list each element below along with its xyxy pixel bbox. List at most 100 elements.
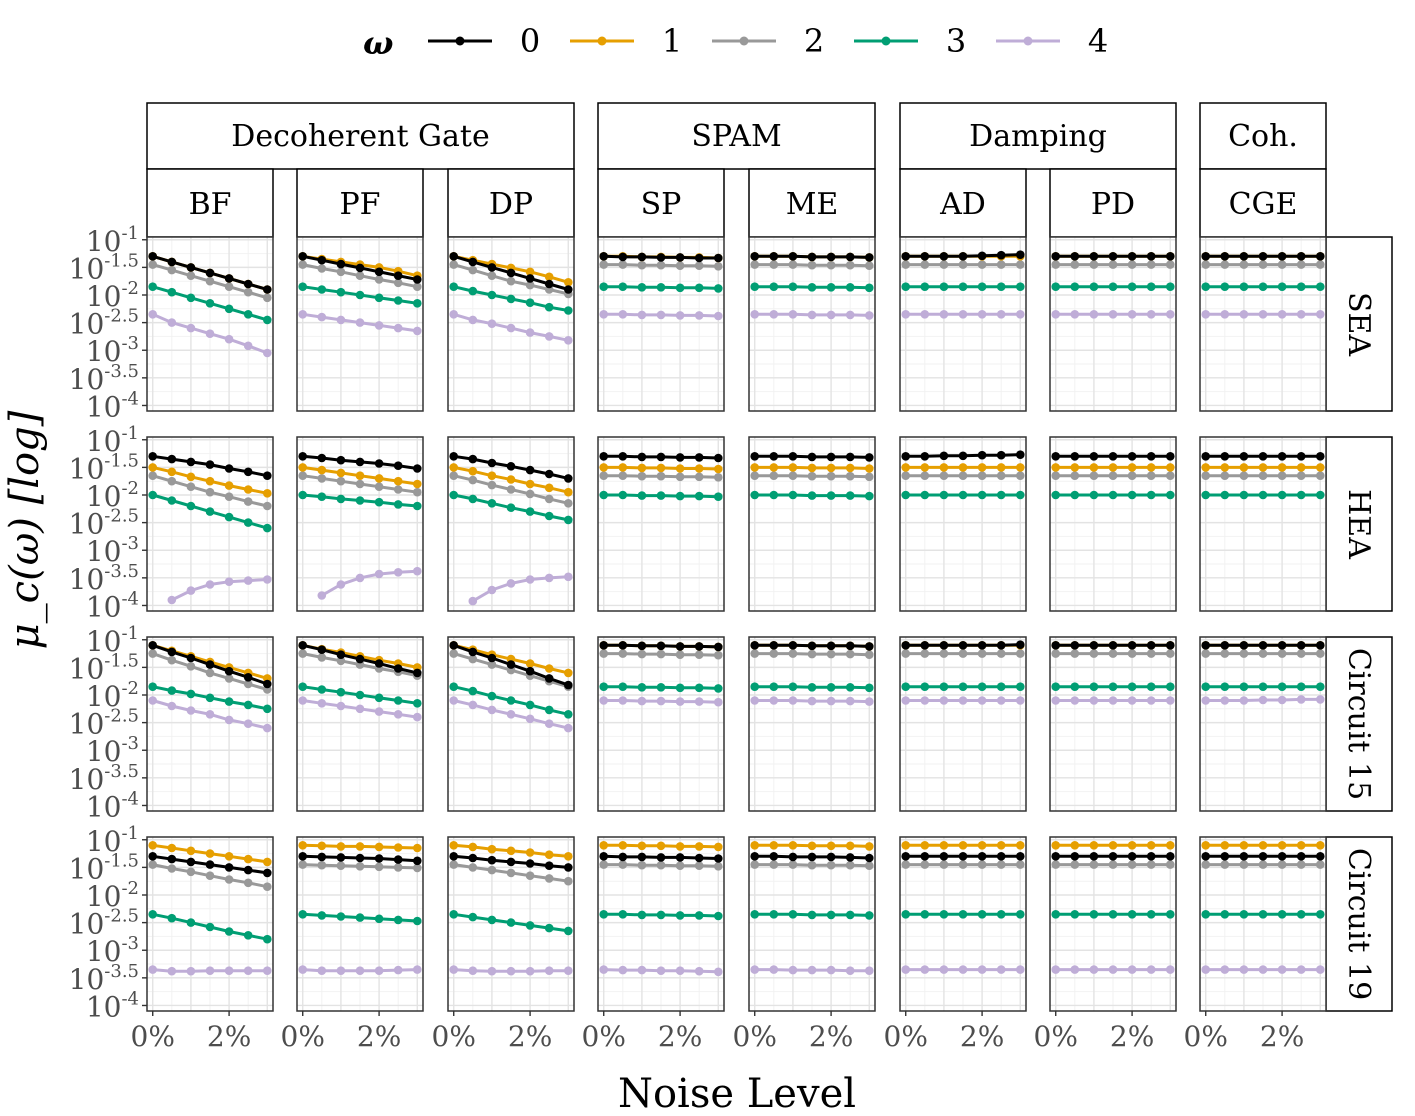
panel-sea-pd [1049, 236, 1177, 412]
data-point [525, 298, 535, 308]
data-point [393, 965, 403, 975]
data-point [205, 668, 215, 678]
data-point [865, 261, 874, 271]
group-strip-decoherent-gate: Decoherent Gate [146, 102, 575, 170]
data-point [675, 311, 685, 320]
data-point [769, 852, 779, 861]
data-point [1201, 910, 1210, 919]
data-point [977, 910, 987, 919]
data-point [1051, 841, 1060, 850]
data-point [393, 568, 403, 577]
data-point [167, 647, 177, 657]
data-point [675, 842, 685, 851]
series-omega-1 [1051, 841, 1175, 850]
series-omega-3 [599, 682, 723, 693]
data-point [224, 274, 234, 283]
data-point [506, 268, 516, 278]
data-point [1258, 251, 1268, 261]
data-point [205, 693, 215, 703]
data-point [167, 287, 177, 297]
column-strip-box [146, 168, 274, 238]
row-strip-box [1325, 836, 1393, 1012]
data-point [317, 255, 327, 265]
data-point [826, 283, 836, 292]
data-point [487, 499, 497, 508]
x-tick-label: 0% [1034, 1020, 1078, 1053]
data-point [694, 283, 704, 293]
data-point [939, 471, 949, 481]
data-point [901, 682, 910, 691]
x-tick-label: 2% [508, 1020, 552, 1053]
data-point [996, 841, 1006, 850]
data-point [167, 913, 177, 923]
data-point [675, 642, 685, 651]
y-tick-label: 10-3.5 [69, 561, 139, 596]
data-point [1296, 260, 1306, 269]
data-point [224, 334, 234, 344]
data-point [1051, 490, 1060, 500]
data-point [263, 934, 272, 944]
data-point [449, 965, 459, 974]
series-omega-1 [449, 463, 573, 497]
data-point [224, 863, 234, 872]
data-point [148, 696, 157, 705]
data-point [525, 848, 535, 857]
data-point [977, 471, 987, 481]
series-omega-4 [750, 696, 874, 706]
data-point [826, 683, 836, 692]
data-point [374, 842, 384, 852]
y-tick-label: 10-3 [86, 333, 139, 368]
data-point [263, 679, 272, 689]
data-point [714, 464, 723, 474]
series-omega-4 [750, 965, 874, 975]
data-point [939, 310, 949, 319]
data-point [525, 714, 535, 724]
data-point [224, 875, 234, 884]
series-omega-3 [599, 490, 723, 502]
data-point [148, 641, 157, 650]
series-omega-3 [148, 682, 272, 714]
data-point [1258, 471, 1268, 481]
data-point [186, 457, 196, 467]
panel-hea-sp [597, 436, 725, 612]
data-point [865, 283, 874, 293]
panels [146, 236, 1327, 1012]
data-point [656, 966, 666, 975]
series-omega-2 [1201, 860, 1325, 869]
data-point [1070, 282, 1080, 292]
data-point [186, 966, 196, 976]
data-point [637, 471, 647, 481]
data-point [1277, 841, 1287, 850]
data-point [468, 257, 478, 267]
x-tick-label: 2% [207, 1020, 251, 1053]
data-point [393, 271, 403, 281]
panel-circuit-19-bf [146, 836, 274, 1012]
data-point [920, 251, 930, 261]
data-point [939, 965, 949, 974]
data-point [487, 855, 497, 865]
data-point [544, 483, 554, 493]
data-point [186, 846, 196, 856]
data-point [599, 965, 608, 974]
data-point [637, 965, 647, 975]
data-point [317, 285, 327, 294]
data-point [1277, 282, 1287, 292]
data-point [468, 286, 478, 296]
data-point [656, 310, 666, 320]
series-omega-3 [901, 490, 1025, 500]
data-point [468, 966, 478, 975]
data-point [1258, 860, 1268, 869]
series-omega-4 [298, 696, 422, 722]
data-point [564, 515, 573, 525]
data-point [1220, 910, 1230, 919]
data-point [487, 653, 497, 663]
data-point [263, 489, 272, 498]
data-point [1296, 910, 1306, 919]
data-point [544, 719, 554, 728]
data-point [1296, 641, 1306, 650]
data-point [714, 854, 723, 863]
data-point [336, 650, 346, 659]
data-point [1166, 965, 1175, 974]
data-point [1051, 452, 1060, 461]
data-point [243, 341, 253, 351]
